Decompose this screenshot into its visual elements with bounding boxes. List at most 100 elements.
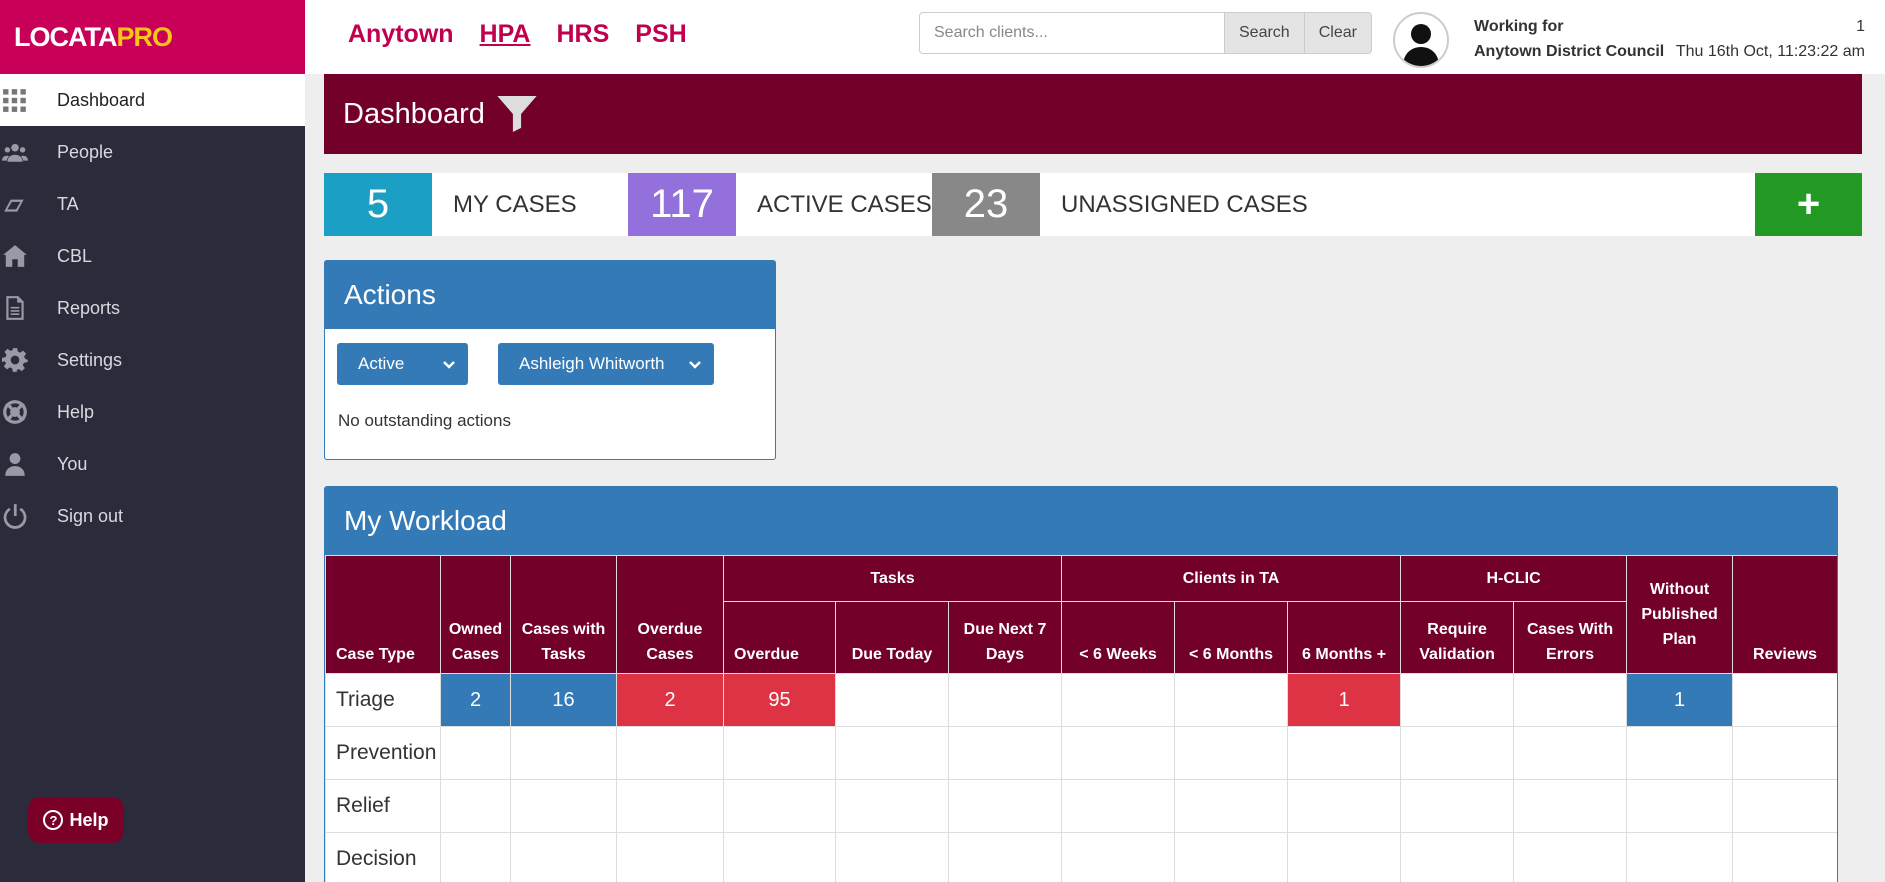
table-row: Decision — [325, 832, 1837, 882]
working-for-label: Working for — [1474, 18, 1564, 35]
sidebar-item-label: Dashboard — [57, 89, 146, 110]
tenant-anytown[interactable]: Anytown — [348, 20, 454, 48]
organisation-name: Anytown District Council — [1474, 43, 1665, 60]
cell — [1287, 832, 1402, 882]
cell — [440, 832, 511, 882]
dashboard-header: Dashboard — [324, 74, 1862, 154]
th-overdue[interactable]: Overdue — [723, 601, 836, 674]
help-button[interactable]: ? Help — [28, 797, 124, 843]
row-label: Relief — [325, 779, 441, 833]
th-group-clients-ta: Clients in TA — [1061, 555, 1402, 602]
no-actions-text: No outstanding actions — [338, 411, 511, 430]
table-row: Triage 2 16 2 95 1 1 — [325, 673, 1837, 727]
cell — [723, 726, 836, 780]
th-due-today[interactable]: Due Today — [835, 601, 949, 674]
th-cases-with-tasks[interactable]: Cases with Tasks — [510, 555, 617, 674]
user-icon — [0, 451, 57, 477]
cell — [1287, 779, 1402, 833]
cell — [835, 726, 949, 780]
datetime: Thu 16th Oct, 11:23:22 am — [1675, 43, 1865, 60]
cell — [1174, 832, 1289, 882]
cell[interactable]: 16 — [510, 673, 617, 727]
th-lt-6-weeks[interactable]: < 6 Weeks — [1061, 601, 1176, 674]
tenant-psh[interactable]: PSH — [635, 20, 687, 48]
cell — [1061, 779, 1176, 833]
th-owned-cases[interactable]: Owned Cases — [440, 555, 511, 674]
stat-value: 23 — [932, 173, 1040, 236]
cell — [1626, 779, 1734, 833]
cell[interactable]: 1 — [1626, 673, 1734, 727]
sidebar-item-label: Help — [57, 401, 95, 422]
cell — [510, 726, 617, 780]
cell — [1400, 832, 1515, 882]
logo[interactable]: LOCATAPRO — [0, 0, 305, 74]
cell — [1626, 726, 1734, 780]
status-info: 1 Thu 16th Oct, 11:23:22 am — [1676, 14, 1865, 64]
cell[interactable]: 2 — [440, 673, 511, 727]
cell — [1400, 779, 1515, 833]
help-button-label: Help — [69, 809, 109, 830]
sidebar-item-settings[interactable]: Settings — [0, 334, 305, 386]
gear-icon — [0, 347, 57, 373]
tenant-links: Anytown HPA HRS PSH — [348, 20, 687, 49]
sidebar-item-help[interactable]: Help — [0, 386, 305, 438]
stat-value: 5 — [324, 173, 432, 236]
sidebar-item-label: Reports — [57, 297, 121, 318]
stat-unassigned-cases[interactable]: 23 UNASSIGNED CASES — [932, 173, 1332, 236]
add-case-button[interactable]: + — [1755, 173, 1862, 236]
status-select[interactable]: Active — [337, 343, 468, 385]
cell[interactable]: 1 — [1287, 673, 1402, 727]
clear-button[interactable]: Clear — [1304, 12, 1372, 54]
th-require-validation[interactable]: Require Validation — [1400, 601, 1515, 674]
cell — [947, 726, 1063, 780]
sidebar-item-dashboard[interactable]: Dashboard — [0, 74, 305, 126]
stat-active-cases[interactable]: 117 ACTIVE CASES — [628, 173, 932, 236]
row-label: Decision — [325, 832, 441, 882]
filter-icon[interactable] — [497, 96, 537, 132]
lifebuoy-icon — [0, 399, 57, 425]
th-due-next-7[interactable]: Due Next 7 Days — [947, 601, 1063, 674]
chevron-down-icon — [443, 361, 455, 369]
sidebar-item-ta[interactable]: TA — [0, 178, 305, 230]
tenant-hpa[interactable]: HPA — [479, 20, 531, 48]
notification-count[interactable]: 1 — [1856, 18, 1865, 35]
cell — [1400, 726, 1515, 780]
search-input[interactable] — [919, 12, 1225, 54]
sidebar-item-sign-out[interactable]: Sign out — [0, 490, 305, 542]
th-overdue-cases[interactable]: Overdue Cases — [616, 555, 724, 674]
cell[interactable]: 2 — [616, 673, 724, 727]
cell — [1174, 779, 1289, 833]
th-case-type[interactable]: Case Type — [325, 555, 441, 674]
cell — [1732, 832, 1837, 882]
table-row: Prevention — [325, 726, 1837, 780]
question-icon: ? — [43, 810, 64, 830]
workload-panel: My Workload Case Type Owned Cases Cases … — [324, 486, 1838, 882]
sidebar-item-people[interactable]: People — [0, 126, 305, 178]
cell — [1400, 673, 1515, 727]
th-reviews[interactable]: Reviews — [1732, 555, 1837, 674]
table-row: Relief — [325, 779, 1837, 833]
sidebar-item-cbl[interactable]: CBL — [0, 230, 305, 282]
sidebar-item-you[interactable]: You — [0, 438, 305, 490]
stat-my-cases[interactable]: 5 MY CASES — [324, 173, 628, 236]
sidebar-item-label: Sign out — [57, 505, 124, 526]
search-button[interactable]: Search — [1225, 12, 1305, 54]
avatar[interactable] — [1393, 12, 1449, 68]
cell — [947, 779, 1063, 833]
th-cases-with-errors[interactable]: Cases With Errors — [1513, 601, 1628, 674]
th-group-tasks: Tasks — [722, 555, 1063, 602]
user-select[interactable]: Ashleigh Whitworth — [498, 343, 714, 385]
workload-title: My Workload — [325, 487, 1837, 555]
stat-label: ACTIVE CASES — [757, 190, 932, 218]
sidebar-item-reports[interactable]: Reports — [0, 282, 305, 334]
th-group-hclic: H-CLIC — [1400, 555, 1628, 602]
cell — [835, 832, 949, 882]
th-without-plan[interactable]: Without Published Plan — [1626, 555, 1734, 674]
tenant-hrs[interactable]: HRS — [556, 20, 610, 48]
sidebar-item-label: TA — [57, 193, 79, 214]
cell — [1513, 779, 1628, 833]
th-6-months-plus[interactable]: 6 Months + — [1287, 601, 1402, 674]
ta-icon — [0, 191, 57, 217]
cell[interactable]: 95 — [723, 673, 836, 727]
th-lt-6-months[interactable]: < 6 Months — [1174, 601, 1289, 674]
